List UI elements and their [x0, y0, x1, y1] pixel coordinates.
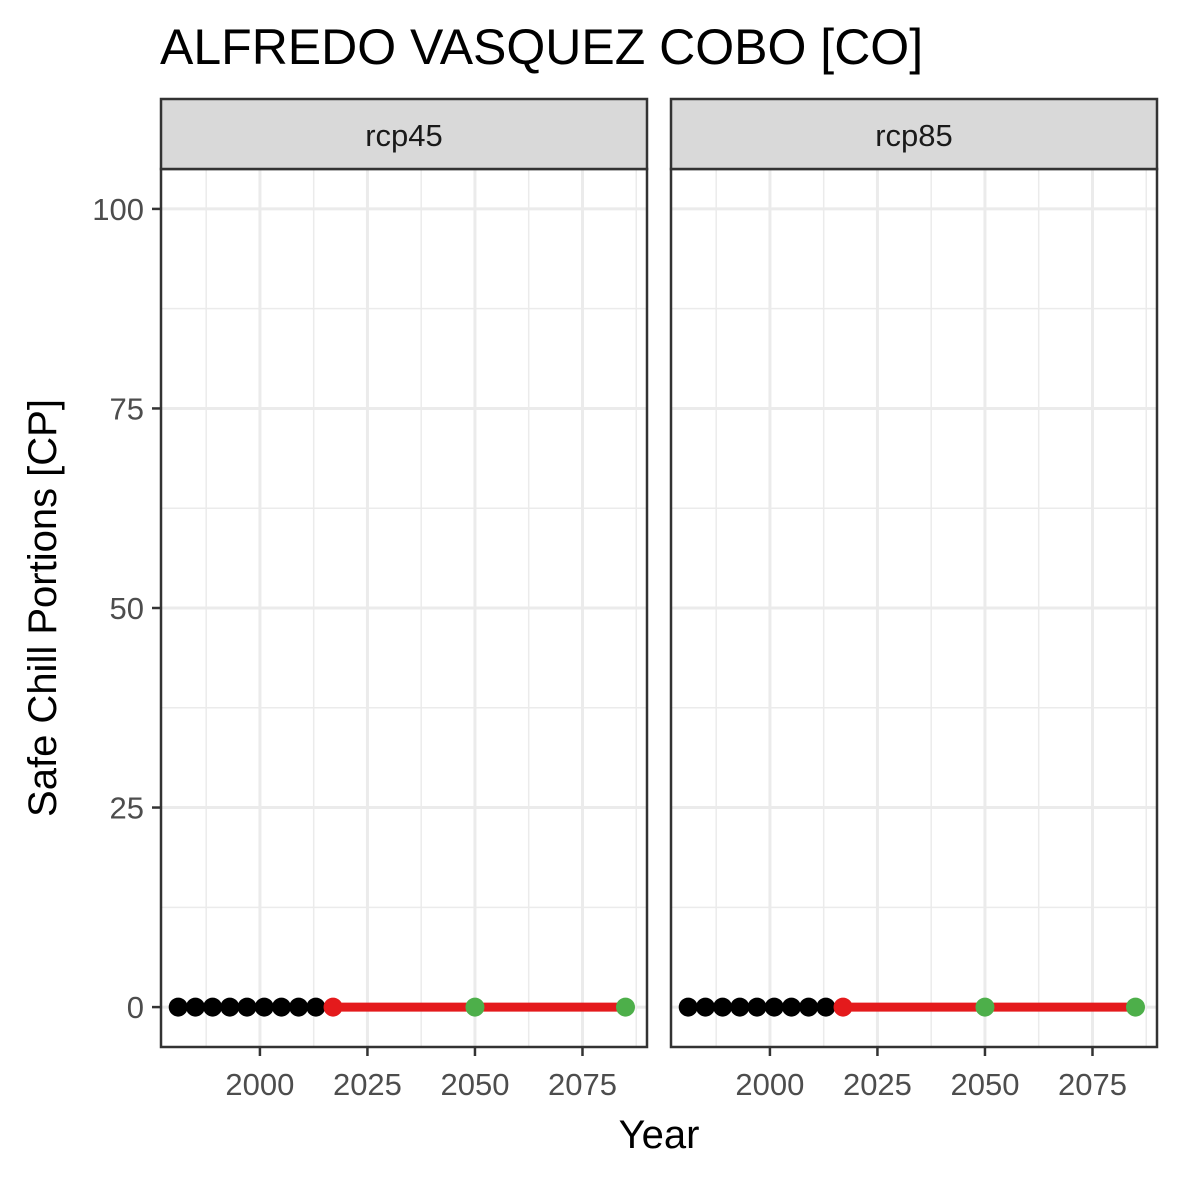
- historic-point: [816, 997, 836, 1017]
- historic-point: [289, 997, 309, 1017]
- historic-point: [678, 997, 698, 1017]
- historic-point: [799, 997, 819, 1017]
- historic-point: [203, 997, 223, 1017]
- future-point: [465, 997, 485, 1017]
- historic-point: [220, 997, 240, 1017]
- facet-strip-label: rcp85: [875, 118, 953, 153]
- x-tick-label: 2000: [225, 1067, 294, 1102]
- x-tick-label: 2075: [548, 1067, 617, 1102]
- y-tick-label: 50: [110, 591, 144, 626]
- historic-point: [730, 997, 750, 1017]
- future-point: [615, 997, 635, 1017]
- facet-strip-label: rcp45: [365, 118, 443, 153]
- x-tick-label: 2000: [735, 1067, 804, 1102]
- y-axis-title: Safe Chill Portions [CP]: [21, 399, 65, 817]
- historic-point: [168, 997, 188, 1017]
- historic-point: [781, 997, 801, 1017]
- y-tick-label: 25: [110, 791, 144, 826]
- x-tick-label: 2050: [950, 1067, 1019, 1102]
- y-tick-label: 100: [92, 192, 144, 227]
- x-axis-title: Year: [619, 1113, 700, 1157]
- y-tick-label: 0: [127, 990, 144, 1025]
- x-tick-label: 2050: [440, 1067, 509, 1102]
- baseline-point: [833, 997, 853, 1017]
- historic-point: [254, 997, 274, 1017]
- baseline-point: [323, 997, 343, 1017]
- chart-title: ALFREDO VASQUEZ COBO [CO]: [160, 19, 923, 75]
- historic-point: [764, 997, 784, 1017]
- x-tick-label: 2075: [1058, 1067, 1127, 1102]
- x-tick-label: 2025: [843, 1067, 912, 1102]
- facet-panels: rcp45 2000 2025 2050 2075 rcp85 2000 2025 2050 20…: [159, 97, 1159, 1102]
- historic-point: [271, 997, 291, 1017]
- historic-point: [747, 997, 767, 1017]
- y-axis: 0 25 50 75 100: [92, 192, 161, 1025]
- facet-strip: [159, 97, 649, 171]
- facet-strip: [669, 97, 1159, 171]
- y-tick-label: 75: [110, 391, 144, 426]
- historic-point: [237, 997, 257, 1017]
- future-point: [975, 997, 995, 1017]
- x-tick-label: 2025: [333, 1067, 402, 1102]
- future-point: [1125, 997, 1145, 1017]
- historic-point: [713, 997, 733, 1017]
- facet-panel-rcp85: rcp85 2000 2025 2050 2075: [669, 97, 1159, 1102]
- historic-point: [306, 997, 326, 1017]
- facet-panel-rcp45: rcp45 2000 2025 2050 2075: [159, 97, 649, 1102]
- historic-point: [695, 997, 715, 1017]
- historic-point: [185, 997, 205, 1017]
